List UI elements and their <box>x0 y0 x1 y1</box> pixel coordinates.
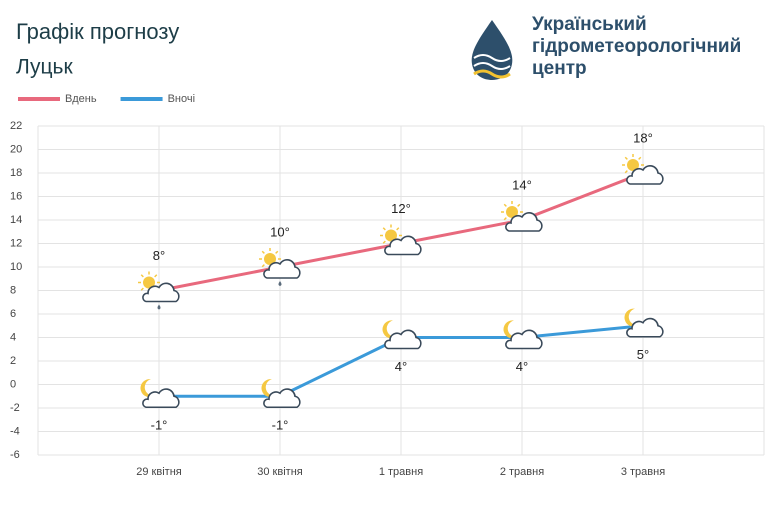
cloud <box>384 235 422 256</box>
cloud <box>142 282 180 303</box>
sun-ray <box>396 227 400 231</box>
chart-title: Графік прогнозу <box>16 19 179 44</box>
cloud <box>626 165 664 185</box>
data-label: -1° <box>272 418 289 433</box>
y-tick-label: 22 <box>10 120 22 132</box>
cloud <box>505 212 543 232</box>
data-label: 18° <box>633 130 653 145</box>
sun-ray <box>275 250 279 254</box>
rain-drop <box>278 281 282 286</box>
data-label: 12° <box>391 201 411 216</box>
y-tick-label: 16 <box>10 190 22 202</box>
data-label: 14° <box>512 177 532 192</box>
logo-text: гідрометеорологічний <box>532 36 741 57</box>
cloud <box>142 388 180 409</box>
moon <box>261 379 276 398</box>
y-tick-label: -4 <box>10 425 20 437</box>
logo-text: Український <box>532 14 647 35</box>
sun-ray <box>517 203 521 207</box>
sun-ray <box>140 287 144 291</box>
sun-ray <box>140 274 144 278</box>
sun <box>385 229 397 242</box>
chart-subtitle: Луцьк <box>16 56 73 79</box>
sun <box>264 253 276 265</box>
sun-ray <box>503 217 507 221</box>
y-tick-label: 0 <box>10 378 16 390</box>
y-tick-label: 2 <box>10 355 16 367</box>
sun-ray <box>154 274 158 278</box>
cloud <box>263 259 301 279</box>
weather-icon <box>261 379 301 409</box>
data-label: 8° <box>153 248 165 263</box>
cloud <box>263 388 301 409</box>
sun-ray <box>624 170 628 174</box>
y-tick-label: 10 <box>10 261 22 273</box>
rain-drop <box>157 304 161 310</box>
weather-icon <box>503 320 543 350</box>
sun-ray <box>624 156 628 160</box>
y-tick-label: 8 <box>10 284 16 296</box>
y-tick-label: 20 <box>10 143 22 155</box>
weather-icon <box>138 271 180 310</box>
data-label: 5° <box>637 347 649 362</box>
y-tick-label: 18 <box>10 167 22 179</box>
data-label: 4° <box>516 359 528 374</box>
sun-ray <box>382 227 386 231</box>
weather-icon <box>140 379 180 409</box>
y-tick-label: 12 <box>10 237 22 249</box>
data-label: 10° <box>270 224 290 239</box>
x-tick-label: 3 травня <box>621 466 665 478</box>
sun-ray <box>261 264 265 268</box>
x-tick-label: 29 квітня <box>136 466 182 478</box>
cloud <box>384 329 422 350</box>
sun <box>506 206 518 218</box>
sun-ray <box>638 156 642 160</box>
logo-icon <box>471 20 513 80</box>
data-label: -1° <box>151 418 168 433</box>
weather-icon <box>382 320 422 350</box>
weather-icon <box>501 201 543 232</box>
moon <box>503 320 518 339</box>
x-tick-label: 2 травня <box>500 466 544 478</box>
moon <box>382 320 397 339</box>
sun-ray <box>261 250 265 254</box>
legend-label: Вдень <box>65 93 97 105</box>
weather-icon <box>622 154 664 185</box>
sun-ray <box>503 203 507 207</box>
logo-text: центр <box>532 58 587 79</box>
moon <box>624 308 639 327</box>
sun-ray <box>382 240 386 244</box>
sun <box>627 159 639 171</box>
y-tick-label: 4 <box>10 331 16 343</box>
weather-icon <box>624 308 664 338</box>
moon <box>140 379 155 398</box>
cloud <box>626 317 664 338</box>
y-tick-label: -2 <box>10 402 20 414</box>
data-label: 4° <box>395 359 407 374</box>
weather-icon <box>380 224 422 256</box>
x-tick-label: 1 травня <box>379 466 423 478</box>
x-tick-label: 30 квітня <box>257 466 303 478</box>
sun <box>143 276 155 289</box>
y-tick-label: 14 <box>10 214 22 226</box>
weather-icon <box>259 248 301 286</box>
cloud <box>505 329 543 350</box>
y-tick-label: 6 <box>10 308 16 320</box>
legend-label: Вночі <box>168 93 195 105</box>
y-tick-label: -6 <box>10 449 20 461</box>
